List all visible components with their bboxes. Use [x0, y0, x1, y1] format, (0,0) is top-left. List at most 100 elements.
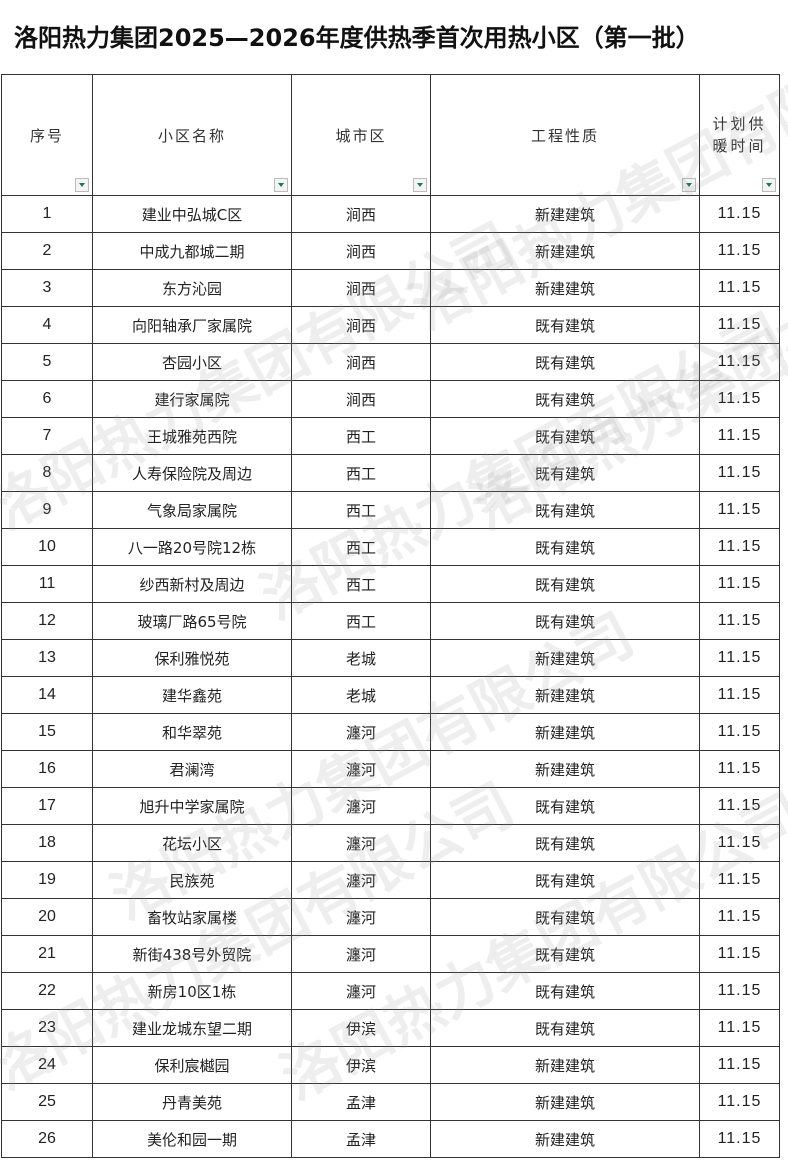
cell-type: 新建建筑 — [430, 1083, 700, 1121]
community-table: 序号 小区名称 城市区 工程性质 计划供暖时间 1 建业中弘城C区 涧西 新建建筑 11… — [1, 74, 780, 1158]
cell-time: 11.15 — [699, 195, 780, 233]
cell-type: 既有建筑 — [430, 417, 700, 455]
table-row: 7 王城雅苑西院 西工 既有建筑 11.15 — [1, 417, 780, 455]
cell-time: 11.15 — [699, 1120, 780, 1158]
cell-name: 东方沁园 — [92, 269, 292, 307]
cell-type: 既有建筑 — [430, 306, 700, 344]
cell-name: 保利宸樾园 — [92, 1046, 292, 1084]
table-row: 21 新街438号外贸院 瀍河 既有建筑 11.15 — [1, 935, 780, 973]
cell-district: 瀍河 — [291, 787, 431, 825]
cell-district: 涧西 — [291, 380, 431, 418]
cell-time: 11.15 — [699, 232, 780, 270]
cell-index: 7 — [1, 417, 93, 455]
cell-type: 新建建筑 — [430, 1120, 700, 1158]
cell-district: 西工 — [291, 417, 431, 455]
cell-name: 杏园小区 — [92, 343, 292, 381]
table-row: 12 玻璃厂路65号院 西工 既有建筑 11.15 — [1, 602, 780, 640]
filter-dropdown-icon[interactable] — [75, 178, 89, 192]
cell-time: 11.15 — [699, 454, 780, 492]
cell-district: 涧西 — [291, 195, 431, 233]
cell-index: 11 — [1, 565, 93, 603]
cell-time: 11.15 — [699, 602, 780, 640]
cell-time: 11.15 — [699, 565, 780, 603]
cell-index: 20 — [1, 898, 93, 936]
cell-time: 11.15 — [699, 380, 780, 418]
cell-time: 11.15 — [699, 750, 780, 788]
table-row: 26 美伦和园一期 孟津 新建建筑 11.15 — [1, 1120, 780, 1158]
cell-type: 既有建筑 — [430, 528, 700, 566]
cell-time: 11.15 — [699, 861, 780, 899]
cell-name: 新房10区1栋 — [92, 972, 292, 1010]
cell-type: 既有建筑 — [430, 602, 700, 640]
cell-name: 民族苑 — [92, 861, 292, 899]
cell-type: 既有建筑 — [430, 935, 700, 973]
cell-name: 保利雅悦苑 — [92, 639, 292, 677]
cell-index: 4 — [1, 306, 93, 344]
filter-dropdown-icon[interactable] — [682, 178, 696, 192]
table-row: 4 向阳轴承厂家属院 涧西 既有建筑 11.15 — [1, 306, 780, 344]
cell-time: 11.15 — [699, 417, 780, 455]
filter-dropdown-icon[interactable] — [413, 178, 427, 192]
cell-time: 11.15 — [699, 1046, 780, 1084]
table-row: 11 纱西新村及周边 西工 既有建筑 11.15 — [1, 565, 780, 603]
cell-name: 向阳轴承厂家属院 — [92, 306, 292, 344]
cell-index: 19 — [1, 861, 93, 899]
page-title: 洛阳热力集团2025—2026年度供热季首次用热小区（第一批） — [14, 24, 700, 52]
filter-dropdown-icon[interactable] — [274, 178, 288, 192]
cell-time: 11.15 — [699, 935, 780, 973]
filter-dropdown-icon[interactable] — [762, 178, 776, 192]
cell-index: 14 — [1, 676, 93, 714]
cell-index: 3 — [1, 269, 93, 307]
cell-index: 16 — [1, 750, 93, 788]
cell-index: 21 — [1, 935, 93, 973]
header-district: 城市区 — [291, 74, 431, 196]
cell-name: 人寿保险院及周边 — [92, 454, 292, 492]
cell-index: 12 — [1, 602, 93, 640]
cell-district: 瀍河 — [291, 750, 431, 788]
cell-type: 新建建筑 — [430, 1046, 700, 1084]
cell-index: 18 — [1, 824, 93, 862]
cell-name: 美伦和园一期 — [92, 1120, 292, 1158]
cell-time: 11.15 — [699, 824, 780, 862]
cell-name: 气象局家属院 — [92, 491, 292, 529]
cell-index: 22 — [1, 972, 93, 1010]
cell-index: 5 — [1, 343, 93, 381]
table-row: 6 建行家属院 涧西 既有建筑 11.15 — [1, 380, 780, 418]
cell-index: 2 — [1, 232, 93, 270]
table-row: 25 丹青美苑 孟津 新建建筑 11.15 — [1, 1083, 780, 1121]
cell-name: 建行家属院 — [92, 380, 292, 418]
table-row: 23 建业龙城东望二期 伊滨 既有建筑 11.15 — [1, 1009, 780, 1047]
cell-time: 11.15 — [699, 306, 780, 344]
cell-district: 西工 — [291, 491, 431, 529]
cell-district: 涧西 — [291, 343, 431, 381]
cell-time: 11.15 — [699, 898, 780, 936]
cell-type: 新建建筑 — [430, 750, 700, 788]
cell-district: 西工 — [291, 528, 431, 566]
cell-time: 11.15 — [699, 639, 780, 677]
cell-type: 既有建筑 — [430, 1009, 700, 1047]
cell-district: 孟津 — [291, 1120, 431, 1158]
cell-name: 八一路20号院12栋 — [92, 528, 292, 566]
cell-district: 瀍河 — [291, 898, 431, 936]
table-row: 24 保利宸樾园 伊滨 新建建筑 11.15 — [1, 1046, 780, 1084]
cell-name: 纱西新村及周边 — [92, 565, 292, 603]
cell-time: 11.15 — [699, 676, 780, 714]
cell-time: 11.15 — [699, 1009, 780, 1047]
cell-type: 既有建筑 — [430, 380, 700, 418]
cell-name: 君澜湾 — [92, 750, 292, 788]
cell-time: 11.15 — [699, 972, 780, 1010]
cell-name: 王城雅苑西院 — [92, 417, 292, 455]
cell-index: 17 — [1, 787, 93, 825]
header-time: 计划供暖时间 — [699, 74, 780, 196]
cell-type: 既有建筑 — [430, 454, 700, 492]
cell-time: 11.15 — [699, 528, 780, 566]
cell-time: 11.15 — [699, 269, 780, 307]
table-row: 20 畜牧站家属楼 瀍河 既有建筑 11.15 — [1, 898, 780, 936]
cell-name: 新街438号外贸院 — [92, 935, 292, 973]
cell-type: 新建建筑 — [430, 639, 700, 677]
cell-district: 老城 — [291, 676, 431, 714]
cell-time: 11.15 — [699, 1083, 780, 1121]
table-row: 10 八一路20号院12栋 西工 既有建筑 11.15 — [1, 528, 780, 566]
table-row: 5 杏园小区 涧西 既有建筑 11.15 — [1, 343, 780, 381]
cell-district: 孟津 — [291, 1083, 431, 1121]
